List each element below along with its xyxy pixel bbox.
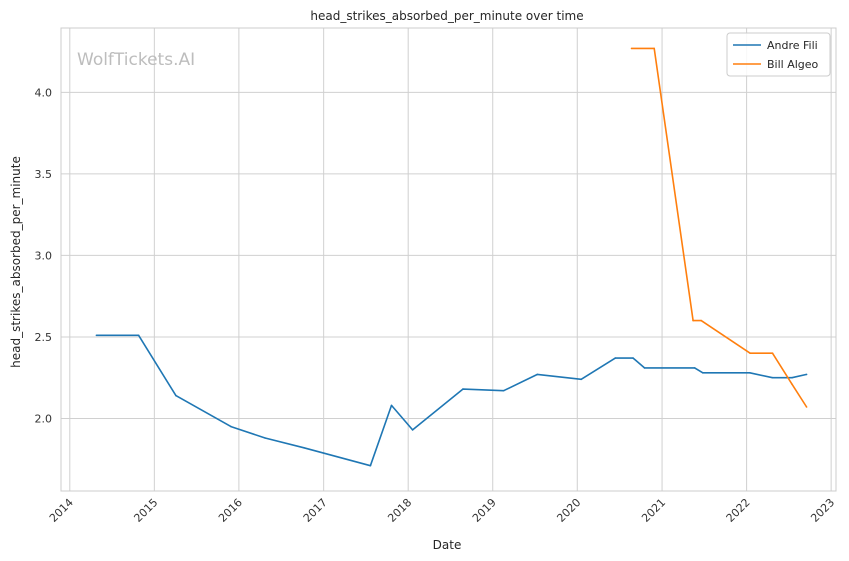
series-line-bill-algeo [631, 47, 808, 408]
data-point-bill-algeo-5 [771, 352, 774, 355]
series-lines [95, 47, 808, 467]
legend-label-andre-fili: Andre Fili [767, 39, 818, 52]
data-point-andre-fili-12 [580, 378, 582, 381]
data-point-bill-algeo-4 [749, 352, 751, 355]
data-point-andre-fili-17 [702, 372, 704, 374]
data-point-andre-fili-4 [264, 437, 266, 439]
data-point-bill-algeo-2 [692, 319, 694, 322]
data-point-andre-fili-5 [303, 447, 305, 449]
data-point-andre-fili-7 [390, 404, 393, 407]
series-line-andre-fili [96, 334, 807, 467]
y-tick-label-3.0: 3.0 [35, 249, 53, 262]
data-point-andre-fili-1 [137, 334, 140, 337]
data-point-andre-fili-13 [614, 357, 617, 359]
x-axis-title: Date [433, 538, 462, 552]
data-point-andre-fili-0 [95, 334, 98, 337]
plot-area-border [60, 27, 837, 492]
data-point-andre-fili-8 [411, 429, 414, 431]
y-tick-label-3.5: 3.5 [35, 168, 53, 181]
data-point-andre-fili-19 [771, 376, 774, 379]
chart-title: head_strikes_absorbed_per_minute over ti… [310, 9, 583, 23]
data-point-andre-fili-2 [175, 394, 177, 397]
data-point-bill-algeo-1 [653, 47, 655, 50]
data-point-andre-fili-3 [230, 425, 232, 428]
data-point-andre-fili-6 [369, 464, 372, 467]
data-point-andre-fili-16 [693, 367, 696, 369]
data-point-bill-algeo-0 [630, 47, 633, 50]
y-axis-title: head_strikes_absorbed_per_minute [9, 156, 23, 368]
data-point-andre-fili-15 [643, 367, 646, 369]
watermark-text: WolfTickets.AI [77, 50, 195, 70]
legend: Andre Fili Bill Algeo [726, 32, 831, 77]
data-point-andre-fili-10 [502, 389, 505, 392]
data-point-andre-fili-21 [805, 373, 808, 376]
legend-label-bill-algeo: Bill Algeo [767, 58, 819, 71]
data-point-andre-fili-18 [749, 372, 751, 374]
data-point-bill-algeo-3 [700, 319, 702, 322]
y-tick-label-2.5: 2.5 [35, 331, 53, 344]
legend-box [726, 32, 831, 77]
data-point-andre-fili-20 [791, 376, 793, 379]
y-tick-label-2.0: 2.0 [35, 412, 53, 425]
data-point-andre-fili-9 [462, 388, 464, 390]
y-tick-label-4.0: 4.0 [35, 86, 53, 99]
data-point-andre-fili-14 [632, 357, 634, 359]
grid [61, 28, 836, 491]
data-point-bill-algeo-7 [805, 406, 808, 408]
data-point-andre-fili-11 [536, 373, 539, 376]
data-point-bill-algeo-6 [791, 383, 793, 386]
